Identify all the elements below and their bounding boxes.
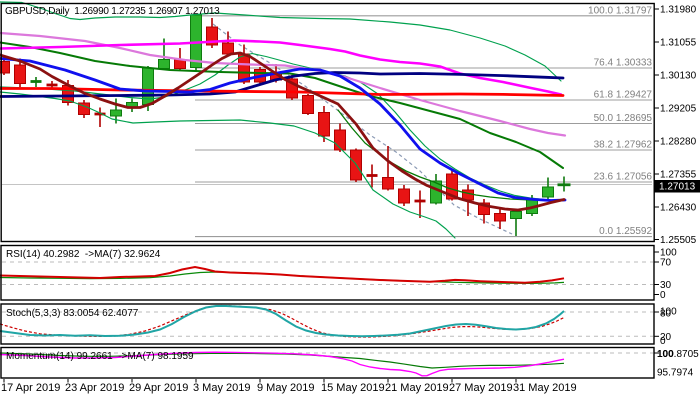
svg-text:100: 100: [660, 248, 677, 259]
svg-text:100: 100: [657, 349, 674, 360]
svg-text:RSI(14) 40.2982 ->MA(7) 32.96: RSI(14) 40.2982 ->MA(7) 32.9624: [6, 249, 161, 260]
svg-text:1.25505: 1.25505: [660, 235, 697, 246]
svg-text:0: 0: [660, 336, 666, 347]
svg-text:1.31980: 1.31980: [660, 5, 697, 16]
svg-text:100.0 1.31797: 100.0 1.31797: [588, 5, 652, 16]
svg-text:1.26430: 1.26430: [660, 203, 697, 214]
svg-text:15 May 2019: 15 May 2019: [321, 382, 385, 394]
svg-text:1.27355: 1.27355: [660, 170, 697, 181]
svg-text:1.29205: 1.29205: [660, 104, 697, 115]
svg-text:0.0 1.25592: 0.0 1.25592: [599, 226, 652, 237]
svg-text:31 May 2019: 31 May 2019: [513, 382, 577, 394]
svg-text:70: 70: [660, 258, 672, 269]
svg-text:1.27013: 1.27013: [659, 182, 696, 193]
svg-text:29 Apr 2019: 29 Apr 2019: [129, 382, 188, 394]
svg-text:80: 80: [660, 309, 672, 320]
svg-text:17 Apr 2019: 17 Apr 2019: [1, 382, 60, 394]
svg-text:1.31055: 1.31055: [660, 38, 697, 49]
svg-text:30: 30: [660, 280, 672, 291]
svg-text:20: 20: [660, 332, 672, 343]
svg-text:27 May 2019: 27 May 2019: [449, 382, 513, 394]
svg-text:95.7974: 95.7974: [657, 368, 694, 379]
svg-text:21 May 2019: 21 May 2019: [385, 382, 449, 394]
svg-text:0: 0: [660, 290, 666, 301]
svg-text:23 Apr 2019: 23 Apr 2019: [65, 382, 124, 394]
svg-text:38.2 1.27962: 38.2 1.27962: [594, 140, 653, 151]
svg-text:100.8705: 100.8705: [657, 349, 699, 360]
svg-text:50.0 1.28695: 50.0 1.28695: [594, 113, 653, 124]
svg-text:61.8 1.29427: 61.8 1.29427: [594, 90, 653, 101]
svg-text:9 May 2019: 9 May 2019: [257, 382, 314, 394]
svg-text:Stoch(5,3,3) 83.0054 62.4077: Stoch(5,3,3) 83.0054 62.4077: [6, 308, 139, 319]
svg-text:76.4 1.30333: 76.4 1.30333: [594, 58, 653, 69]
svg-text:100: 100: [660, 307, 677, 318]
svg-text:Momentum(14) 99.2661 ->MA(7): Momentum(14) 99.2661 ->MA(7) 98.1959: [6, 351, 194, 362]
svg-text:1.28280: 1.28280: [660, 137, 697, 148]
svg-text:23.6 1.27056: 23.6 1.27056: [594, 172, 653, 183]
svg-text:3 May 2019: 3 May 2019: [193, 382, 250, 394]
svg-text:1.30130: 1.30130: [660, 71, 697, 82]
svg-text:GBPUSD,Daily 1.26990 1.27235: GBPUSD,Daily 1.26990 1.27235 1.26907 1.2…: [5, 6, 220, 17]
